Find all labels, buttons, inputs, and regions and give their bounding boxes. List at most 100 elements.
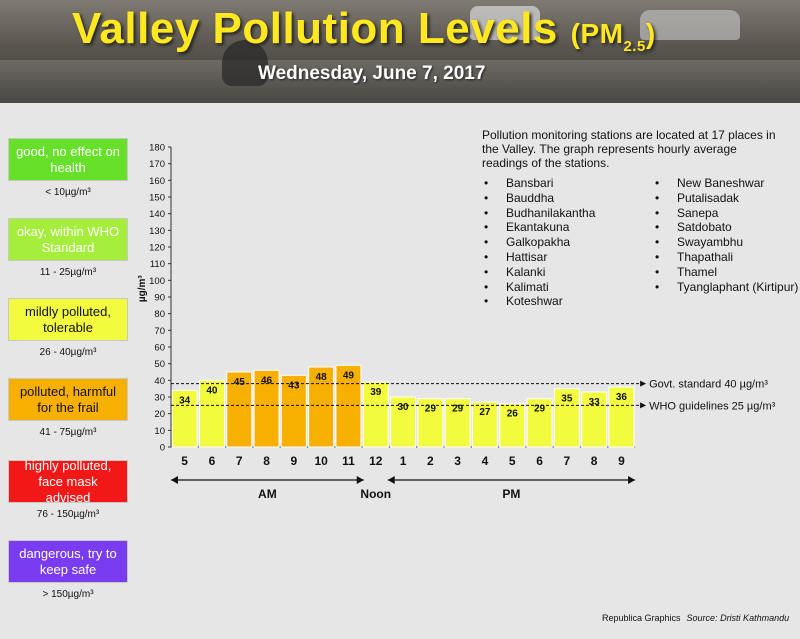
x-tick-label: 5 <box>181 454 188 468</box>
legend-range: 41 - 75µg/m³ <box>39 427 97 438</box>
legend-range: 11 - 25µg/m³ <box>39 267 97 278</box>
bar-value-label: 29 <box>534 404 546 415</box>
title-text: Valley Pollution Levels <box>72 4 558 53</box>
x-tick-label: 3 <box>454 454 461 468</box>
banner-photo-road <box>0 60 800 103</box>
title-pm: (PM2.5) <box>570 18 656 55</box>
bar <box>198 379 225 448</box>
y-tick-label: 130 <box>149 226 165 237</box>
bar-value-label: 26 <box>507 409 519 420</box>
station-item: New Baneshwar <box>655 176 798 191</box>
station-item: Swayambhu <box>655 235 798 250</box>
credit-text: Republica Graphics <box>602 613 681 623</box>
stations-list-col2: New BaneshwarPutalisadakSanepaSatdobatoS… <box>655 176 798 294</box>
page-title: Valley Pollution Levels (PM2.5) <box>72 4 656 55</box>
legend-range: 26 - 40µg/m³ <box>39 347 97 358</box>
y-tick-label: 110 <box>150 259 165 270</box>
bar <box>335 364 362 448</box>
y-tick-label: 150 <box>149 193 165 204</box>
bar-value-label: 48 <box>316 372 328 383</box>
header-banner: Valley Pollution Levels (PM2.5) Wednesda… <box>0 0 800 103</box>
pm-range-arrow-head-right <box>628 476 636 484</box>
y-tick-label: 170 <box>149 159 165 170</box>
bar-value-label: 45 <box>234 377 246 388</box>
x-tick-label: 8 <box>591 454 598 468</box>
station-item: Thapathali <box>655 250 798 265</box>
bar <box>526 398 553 448</box>
x-tick-label: 1 <box>400 454 407 468</box>
reference-label-text: Govt. standard <box>649 379 724 391</box>
station-item: Satdobato <box>655 220 798 235</box>
bar-value-label: 29 <box>425 404 437 415</box>
y-tick-label: 20 <box>154 409 165 420</box>
legend-swatch: okay, within WHO Standard <box>8 218 128 261</box>
station-item: Bansbari <box>484 176 595 191</box>
x-tick-label: 8 <box>263 454 270 468</box>
x-tick-label: 9 <box>291 454 298 468</box>
y-tick-label: 100 <box>149 276 165 287</box>
station-item: Bauddha <box>484 191 595 206</box>
station-item: Sanepa <box>655 206 798 221</box>
bar <box>581 391 608 448</box>
legend-swatch: dangerous, try to keep safe <box>8 540 128 583</box>
reference-value: 25 µg/m³ <box>732 400 776 412</box>
bar-value-label: 36 <box>616 392 628 403</box>
x-tick-label: 9 <box>618 454 625 468</box>
bar-value-label: 27 <box>479 407 491 418</box>
pm-range-arrow-head-left <box>387 476 395 484</box>
am-range-arrow-head-right <box>356 476 364 484</box>
legend-swatch: polluted, harmful for the frail <box>8 378 128 421</box>
reference-label: WHO guidelines 25 µg/m³ <box>649 400 776 412</box>
y-tick-label: 140 <box>149 209 165 220</box>
bar <box>417 398 444 448</box>
reference-arrow <box>640 402 647 409</box>
banner-photo-motorbike <box>222 40 268 86</box>
station-item: Kalanki <box>484 265 595 280</box>
bar-value-label: 30 <box>397 402 409 413</box>
station-item: Tyanglaphant (Kirtipur) <box>655 280 798 295</box>
station-item: Hattisar <box>484 250 595 265</box>
legend-range: 76 - 150µg/m³ <box>36 509 100 520</box>
y-tick-label: 160 <box>149 176 165 187</box>
y-tick-label: 70 <box>154 326 165 337</box>
source-text: Source: Dristi Kathmandu <box>686 613 790 623</box>
title-pm-text: (PM <box>570 18 624 49</box>
y-tick-label: 30 <box>154 393 165 404</box>
period-label-noon: Noon <box>360 487 391 501</box>
y-tick-label: 90 <box>154 293 165 304</box>
bar <box>471 401 498 448</box>
bar-value-label: 29 <box>452 404 464 415</box>
station-item: Ekantakuna <box>484 220 595 235</box>
footer-credit: Republica Graphics Source: Dristi Kathman… <box>602 613 789 623</box>
bar <box>444 398 471 448</box>
y-tick-label: 60 <box>154 343 165 354</box>
legend-range: < 10µg/m³ <box>45 187 91 198</box>
station-item: Putalisadak <box>655 191 798 206</box>
station-item: Thamel <box>655 265 798 280</box>
y-tick-label: 0 <box>160 443 165 454</box>
x-tick-label: 5 <box>509 454 516 468</box>
bar <box>226 371 253 448</box>
title-close: ) <box>645 18 656 49</box>
bar-value-label: 46 <box>261 375 273 386</box>
bar-value-label: 43 <box>288 380 300 391</box>
stations-list-col1: BansbariBauddhaBudhanilakanthaEkantakuna… <box>484 176 595 309</box>
reference-label-text: WHO guidelines <box>649 400 732 412</box>
bar <box>608 386 635 448</box>
page-date: Wednesday, June 7, 2017 <box>258 63 486 84</box>
bar <box>308 366 335 448</box>
bar <box>362 381 389 448</box>
legend-swatch: mildly polluted, tolerable <box>8 298 128 341</box>
x-tick-label: 6 <box>536 454 543 468</box>
y-tick-label: 120 <box>149 243 165 254</box>
bar-value-label: 35 <box>561 394 573 405</box>
reference-arrow <box>640 380 647 387</box>
y-tick-label: 40 <box>154 376 165 387</box>
bar-value-label: 39 <box>370 387 382 398</box>
banner-photo-car <box>470 6 540 40</box>
x-tick-label: 7 <box>236 454 243 468</box>
x-tick-label: 6 <box>209 454 216 468</box>
bar-value-label: 34 <box>179 395 191 406</box>
y-axis-label: µg/m³ <box>137 275 148 303</box>
period-label-pm: PM <box>502 487 520 501</box>
